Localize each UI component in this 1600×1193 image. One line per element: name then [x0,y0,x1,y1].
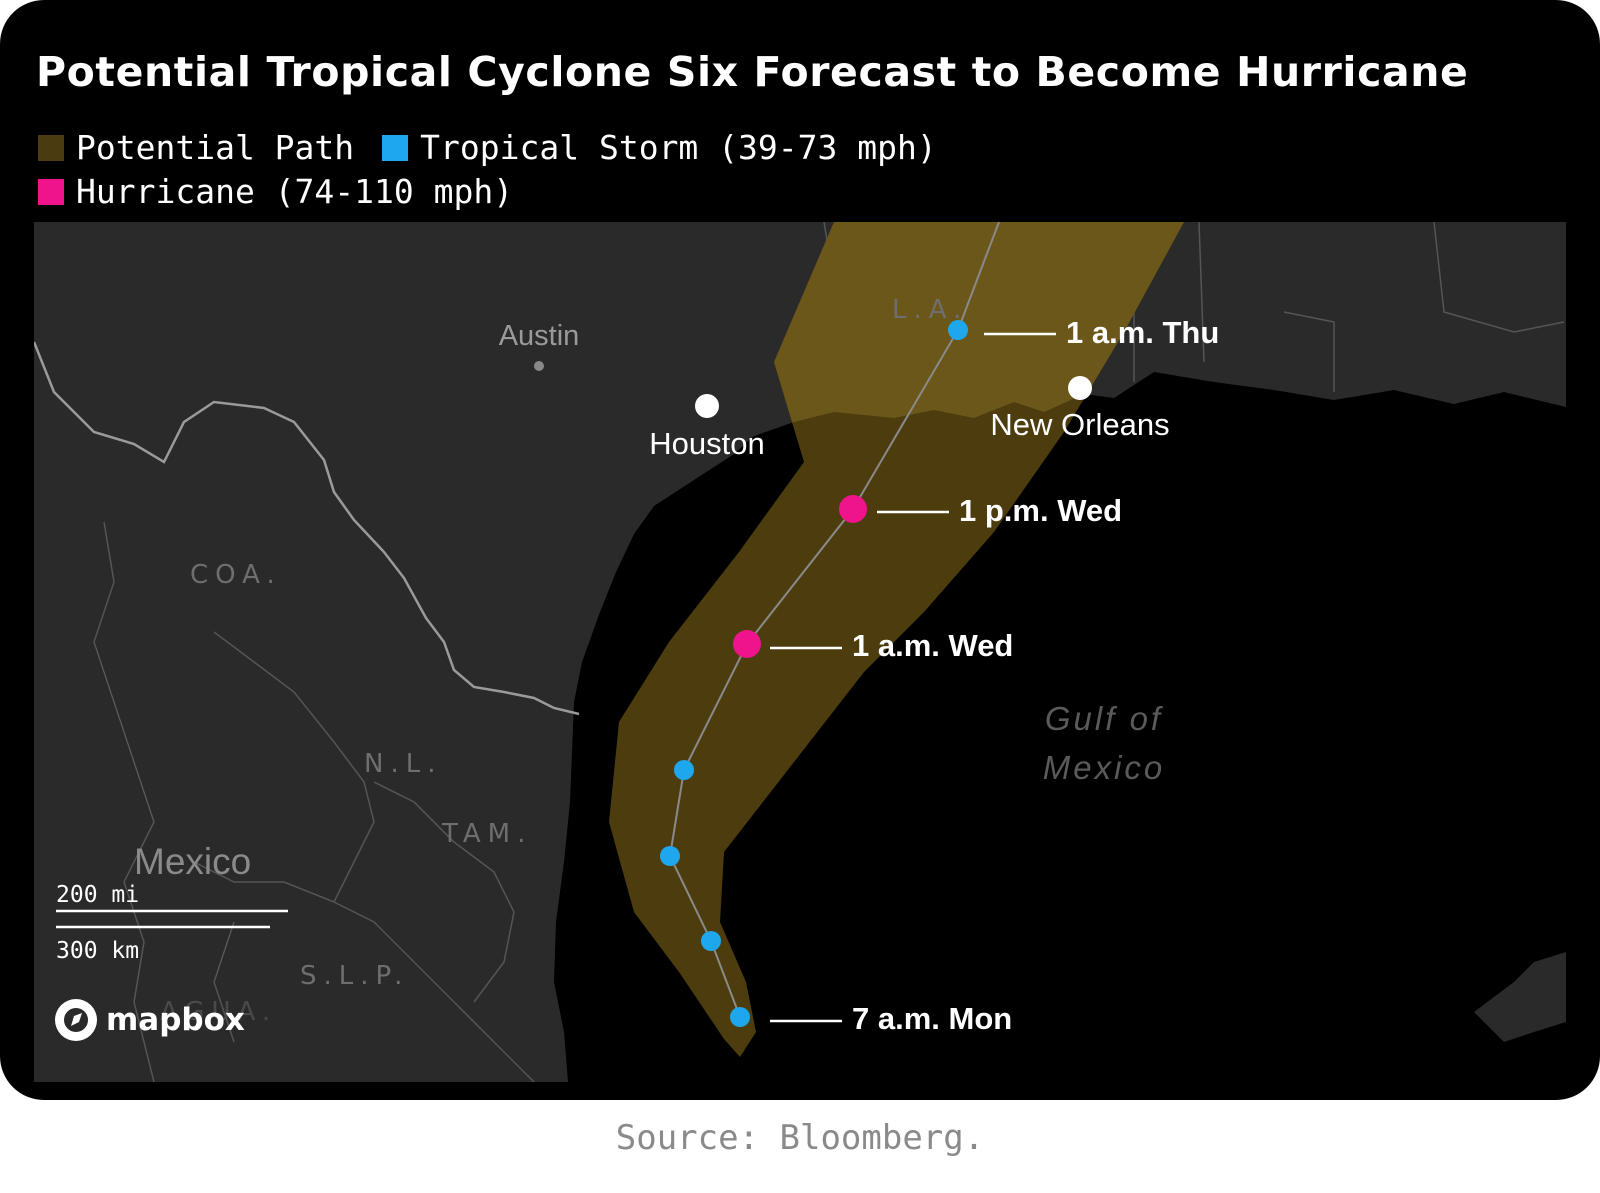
scale-label-mi: 200 mi [56,882,139,908]
forecast-map: 1 a.m. Thu 1 p.m. Wed 1 a.m. Wed 7 a.m. … [34,222,1566,1082]
track-label-7am-mon: 7 a.m. Mon [852,1001,1012,1036]
track-point-3 [660,846,680,866]
track-point-4 [674,760,694,780]
track-label-1am-wed: 1 a.m. Wed [852,628,1013,663]
track-point-7am-mon [730,1007,750,1027]
track-point-1am-wed [733,630,761,658]
source-note: Source: Bloomberg. [615,1118,985,1158]
mapbox-logo: mapbox [55,999,245,1041]
us-mexico-border [34,341,580,716]
mapbox-logo-text: mapbox [106,1002,245,1038]
legend-label-tropical-storm: Tropical Storm (39-73 mph) [420,128,937,167]
legend-item-tropical-storm: Tropical Storm (39-73 mph) [382,128,937,167]
city-label-new-orleans: New Orleans [990,407,1169,442]
forecast-track-line [668,222,1000,1018]
water-label-line-2: Mexico [1043,749,1166,786]
city-marker-new-orleans [1068,376,1092,400]
track-point-2 [701,931,721,951]
region-label-nl: N.L. [364,749,442,779]
city-label-austin: Austin [499,320,580,352]
region-label-agua: AGUA. [160,997,277,1027]
country-label-mexico: Mexico [134,841,251,882]
city-marker-austin [534,361,544,371]
legend-row-1: Potential Path Tropical Storm (39-73 mph… [38,128,965,167]
track-point-1am-thu [948,320,968,340]
legend-label-potential-path: Potential Path [76,128,355,167]
scale-label-km: 300 km [56,938,139,964]
legend-item-potential-path: Potential Path [38,128,354,167]
leader-lines [770,332,1056,1023]
potential-path-cone [609,222,1184,1057]
region-label-slp: S.L.P. [300,961,409,991]
track-label-1am-thu: 1 a.m. Thu [1066,315,1219,350]
legend-label-hurricane: Hurricane (74-110 mph) [76,172,514,211]
city-label-houston: Houston [649,426,764,461]
legend-swatch-tropical-storm [382,134,409,161]
region-label-la: L.A. [892,295,968,325]
track-label-1pm-wed: 1 p.m. Wed [959,493,1122,528]
legend-row-2: Hurricane (74-110 mph) [38,172,541,211]
region-label-tam: TAM. [441,819,532,849]
map-card: Potential Tropical Cyclone Six Forecast … [0,0,1600,1100]
chart-title: Potential Tropical Cyclone Six Forecast … [36,48,1469,96]
land-area [34,222,1566,1082]
region-label-coa: COA. [190,560,282,590]
legend-swatch-hurricane [38,178,64,205]
island-landmass [1474,952,1566,1042]
legend-item-hurricane: Hurricane (74-110 mph) [38,172,513,211]
city-marker-houston [695,394,719,418]
water-label-line-1: Gulf of [1045,700,1164,737]
track-point-1pm-wed [839,495,867,523]
legend-swatch-potential-path [38,134,64,161]
